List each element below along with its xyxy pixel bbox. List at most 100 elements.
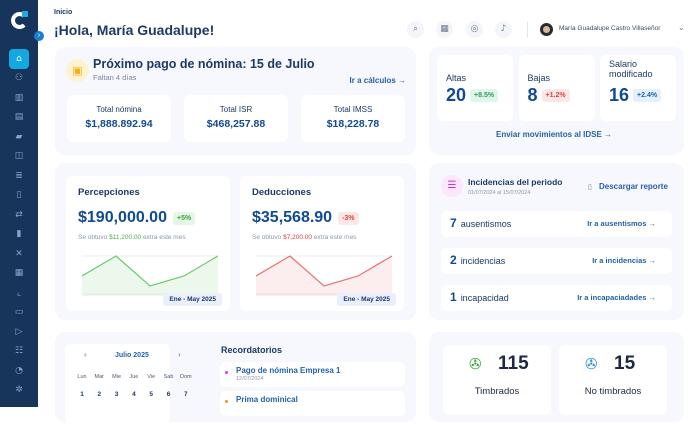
calendar-day[interactable]: 4 (132, 391, 136, 398)
sidebar-document-icon[interactable]: ▯ (16, 190, 22, 200)
breadcrumb[interactable]: Inicio (54, 9, 73, 16)
reminder-dot (225, 371, 228, 374)
sidebar-building-icon[interactable]: ▥ (14, 92, 24, 103)
reminder-item[interactable]: Prima dominical (220, 391, 405, 416)
perceptions-area (82, 256, 218, 296)
sidebar-users-icon[interactable]: ⚇ (14, 73, 24, 83)
deductions-range[interactable]: Ene - May 2025 (337, 293, 396, 306)
deductions-note: Se obtuvo $7,200.00 extra este mes (252, 234, 357, 241)
calendar-day[interactable]: 6 (166, 391, 171, 398)
reminder-item[interactable]: Pago de nómina Empresa 1 12/07/2024 (220, 362, 405, 387)
reminder-dot (225, 400, 228, 403)
incident-label: incidencias (460, 256, 506, 266)
perceptions-amount: $190,000.00 (78, 209, 167, 226)
search-icon[interactable]: ⌕ (407, 21, 424, 38)
calendar-day[interactable]: 5 (149, 391, 153, 398)
total-card: Total ISR $468,257.88 (184, 95, 288, 142)
incident-row: 1 incapacidad Ir a incapaciadades → (441, 285, 672, 311)
sidebar-sliders-icon[interactable]: ☷ (14, 346, 24, 356)
movement-value: 20 (446, 85, 467, 105)
incident-row: 7 ausentismos Ir a ausentismos → (441, 211, 672, 237)
incident-label: ausentismos (460, 219, 512, 229)
deductions-badge: -3% (338, 211, 359, 225)
sidebar-home-icon[interactable]: ⌂ (9, 49, 29, 69)
stamp-card: ✇ 15 No timbrados (559, 345, 667, 415)
send-idse-link[interactable]: Enviar movimientos al IDSE → (496, 130, 613, 139)
movement-value: 8 (527, 85, 538, 105)
calendar-day[interactable]: 1 (80, 391, 84, 398)
sidebar-id-card-icon[interactable]: ▤ (14, 112, 24, 122)
stamp-label: No timbrados (584, 386, 642, 397)
sidebar-transfer-icon[interactable]: ⇄ (15, 209, 23, 220)
next-month-button[interactable]: › (178, 350, 181, 359)
sidebar-pie-icon[interactable]: ◔ (15, 365, 23, 376)
deductions-card: Deducciones $35,568.90 -3% Se obtuvo $7,2… (240, 176, 404, 311)
weekday-label: Dom (179, 374, 192, 380)
payroll-title: Próximo pago de nómina: 15 de Julio (93, 57, 315, 71)
incident-link[interactable]: Ir a incapaciadades → (577, 293, 656, 302)
deductions-title: Deducciones (252, 187, 312, 198)
company-icon[interactable]: ▦ (436, 21, 453, 38)
total-card: Total nómina $1,888.892.94 (67, 95, 171, 142)
perceptions-card: Percepciones $190,000.00 +5% Se obtuvo $1… (66, 176, 230, 311)
perceptions-sparkline (82, 255, 219, 296)
support-icon[interactable]: ◎ (466, 21, 483, 38)
total-label: Total nómina (96, 105, 142, 114)
calendar-day[interactable]: 7 (183, 391, 188, 398)
reminder-title: Pago de nómina Empresa 1 (236, 366, 341, 375)
sidebar-network-icon[interactable]: ✕ (15, 248, 23, 259)
prev-month-button[interactable]: ‹ (84, 350, 87, 359)
perceptions-note: Se obtuvo $11,200.00 extra este mes (78, 234, 186, 241)
sidebar-folder-upload-icon[interactable]: ▭ (14, 307, 24, 317)
sidebar-list-icon[interactable]: ≣ (15, 170, 23, 181)
user-name[interactable]: María Guadalupe Castro Villaseñor (559, 25, 661, 32)
stamp-label: Timbrados (474, 386, 520, 397)
reminders-title: Recordatorios (221, 345, 283, 355)
deductions-sparkline (256, 255, 393, 296)
sidebar-database-icon[interactable]: ▮ (16, 229, 22, 239)
stamp-value: 15 (614, 353, 636, 374)
sidebar-file-export-icon[interactable]: ▷ (15, 326, 23, 337)
deductions-amount: $35,568.90 (252, 209, 333, 226)
stamp-value: 115 (498, 353, 529, 374)
weekday-label: Sab (163, 374, 174, 380)
movement-badge: +2.4% (633, 89, 662, 102)
movement-card: Bajas 8 +1.2% (518, 55, 595, 121)
reminder-date: 12/07/2024 (236, 376, 264, 382)
perceptions-range[interactable]: Ene - May 2025 (163, 293, 222, 306)
total-value: $1,888.892.94 (85, 118, 153, 130)
file-icon[interactable]: ▯ (588, 184, 592, 191)
expand-sidebar-button[interactable]: › (34, 31, 44, 41)
chevron-down-icon[interactable]: ⌄ (678, 23, 685, 32)
weekday-label: Lun (77, 374, 87, 380)
perceptions-badge: +5% (172, 211, 196, 225)
sidebar-folder-icon[interactable]: ▰ (15, 131, 23, 142)
incidents-title: Incidencias del periodo (468, 177, 563, 187)
sidebar-book-icon[interactable]: ◫ (14, 151, 24, 161)
logo (11, 12, 28, 29)
movement-value: 16 (609, 85, 630, 105)
incident-count: 1 (450, 290, 457, 304)
incident-link[interactable]: Ir a ausentismos → (587, 219, 656, 228)
payroll-subtitle: Faltan 4 días (93, 73, 137, 82)
incident-link[interactable]: Ir a incidencias → (592, 256, 656, 265)
download-report-link[interactable]: Descargar reporte (599, 182, 668, 191)
divider (527, 22, 528, 38)
calendar-icon: ▣ (66, 59, 89, 82)
bell-icon[interactable]: ♪ (495, 21, 512, 38)
perceptions-title: Percepciones (78, 187, 140, 198)
total-value: $18,228.78 (326, 118, 380, 130)
go-to-calculations-link[interactable]: Ir a cálculos → (349, 76, 406, 85)
weekday-label: Vie (147, 374, 156, 380)
sidebar-settings-icon[interactable]: ✲ (15, 385, 23, 395)
sidebar-grid-icon[interactable]: ▦ (14, 268, 24, 278)
deductions-area (256, 256, 392, 296)
movement-label: Salario modificado (609, 59, 653, 79)
avatar[interactable] (540, 23, 553, 36)
calendar-day[interactable]: 3 (114, 391, 119, 398)
calendar-day[interactable]: 2 (97, 391, 102, 398)
stamp-card: ✇ 115 Timbrados (443, 345, 551, 415)
movement-badge: +8.5% (470, 89, 499, 102)
sidebar-chart-icon[interactable]: ⌞ (16, 287, 22, 298)
stamp-icon: ✇ (585, 355, 598, 373)
